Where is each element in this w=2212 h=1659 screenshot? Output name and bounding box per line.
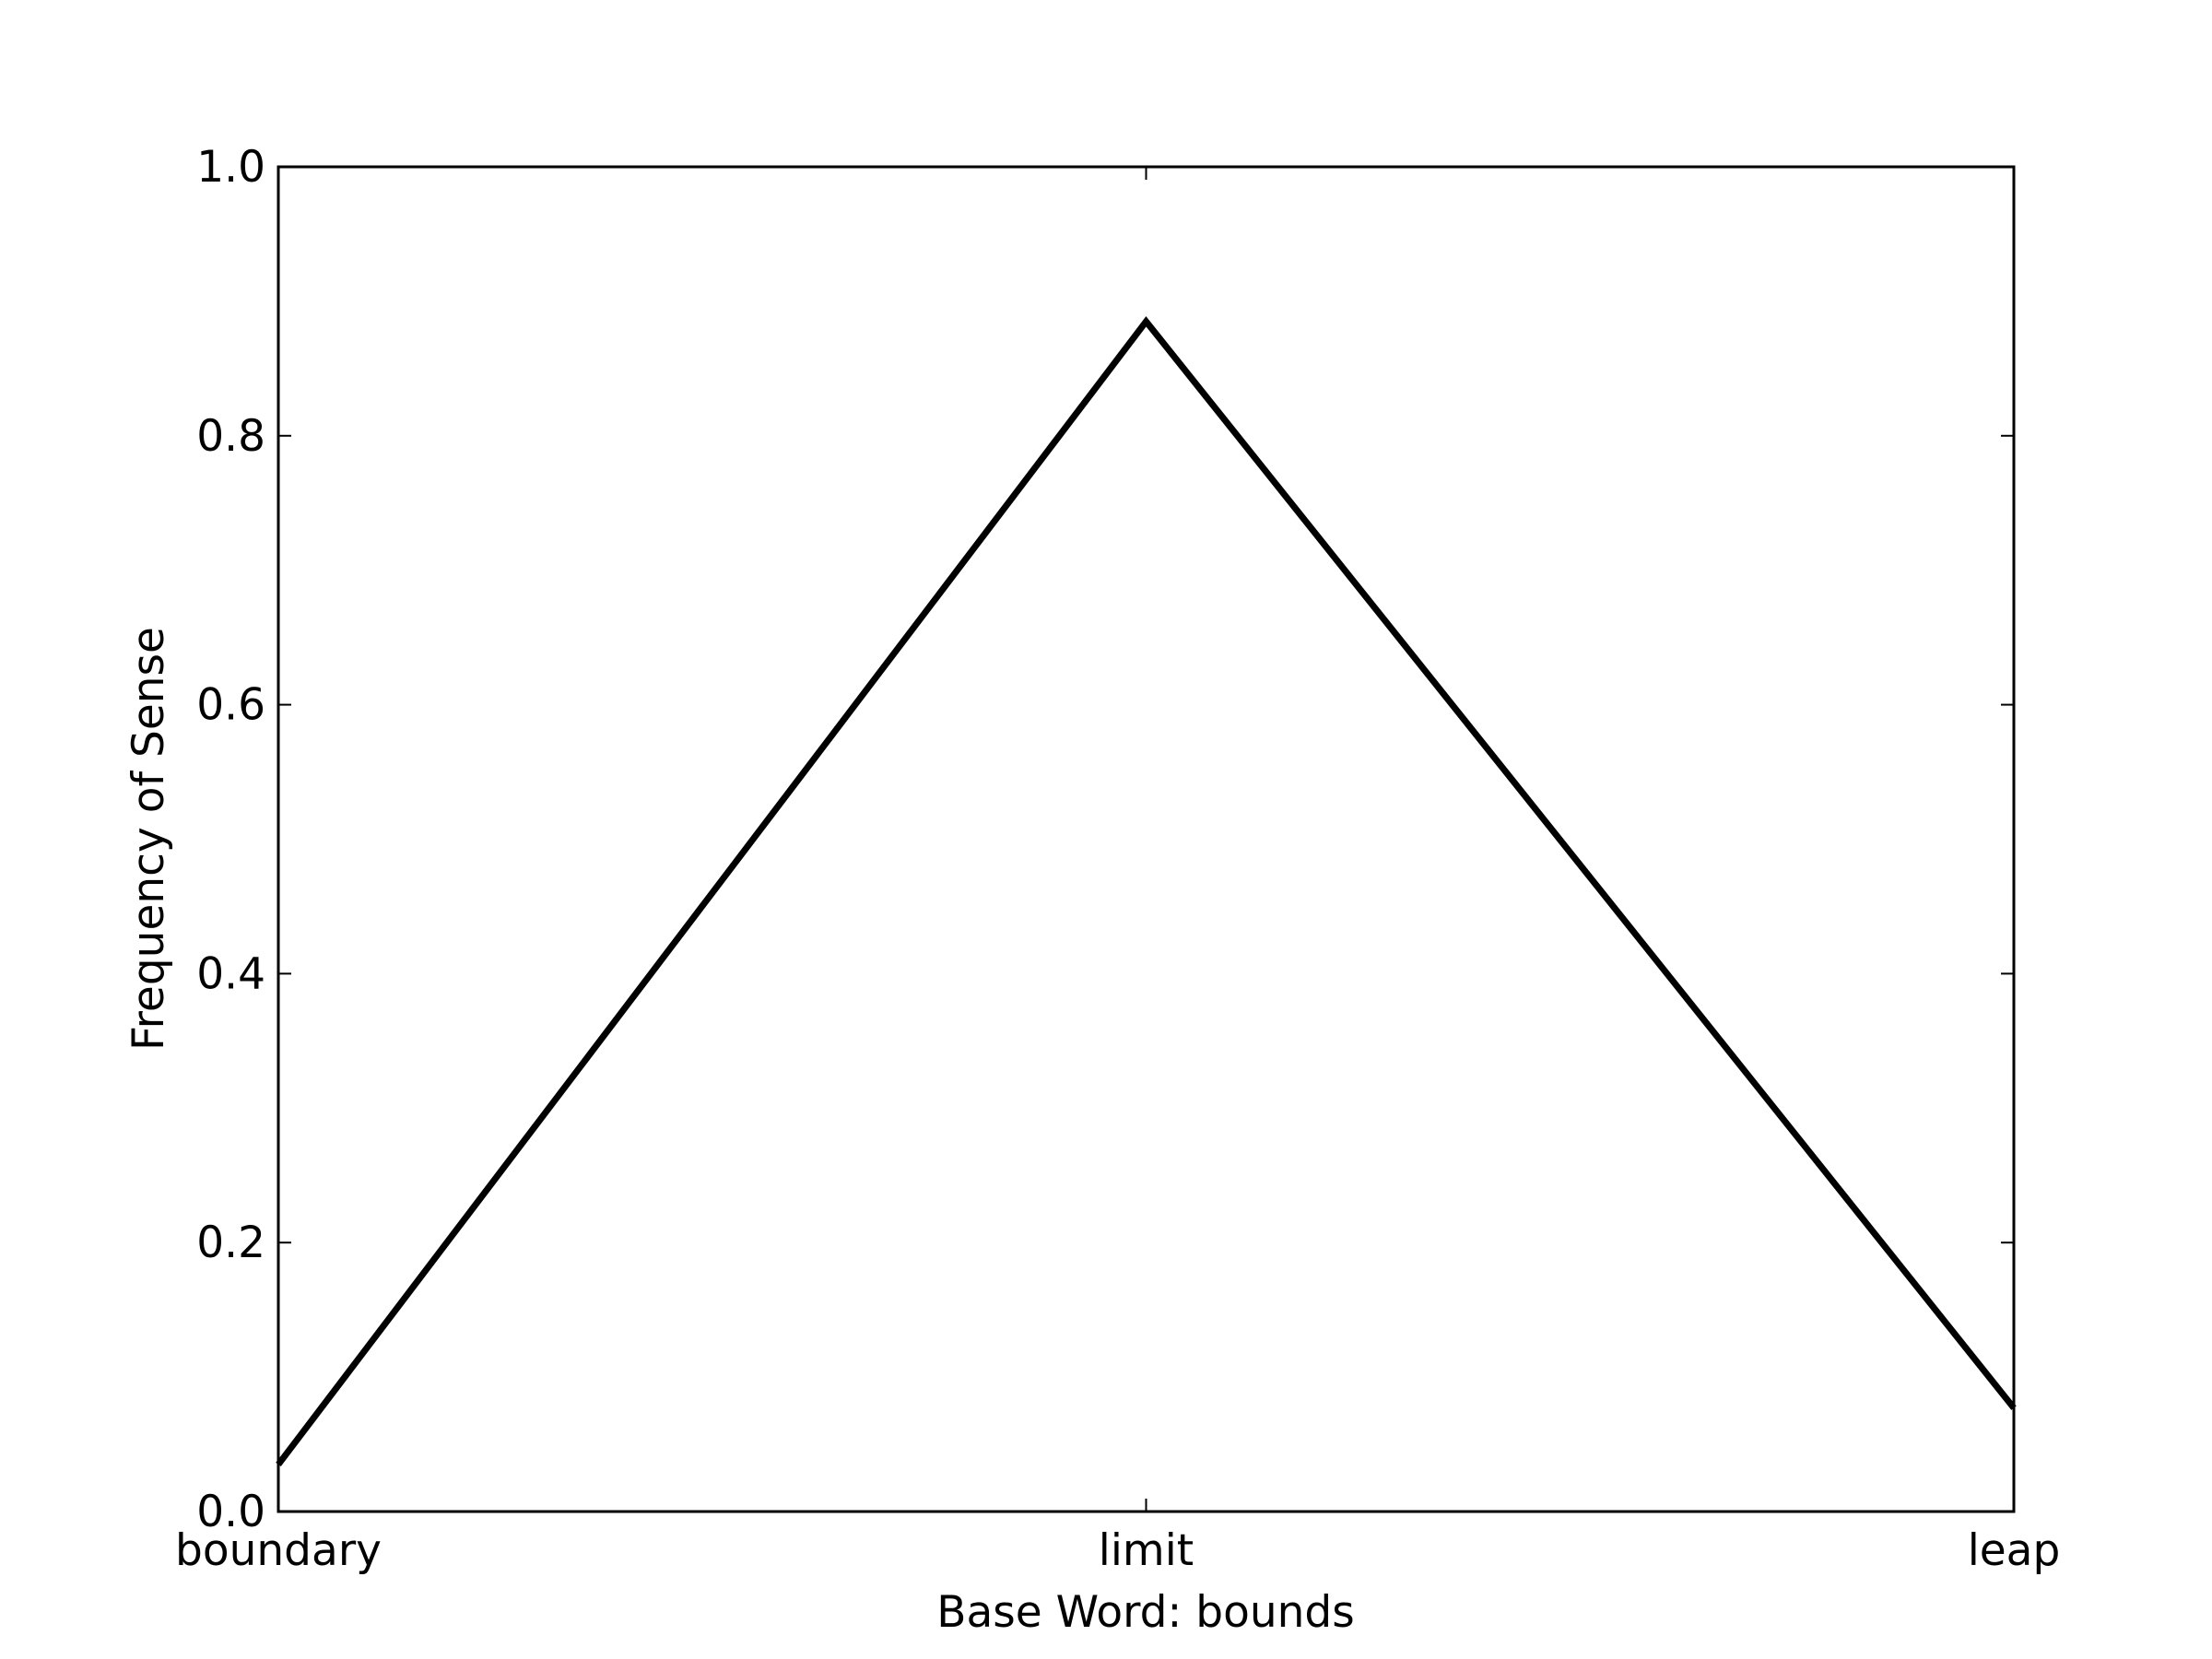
y-tick-label: 0.2 bbox=[196, 1218, 265, 1268]
y-axis-label: Frequency of Sense bbox=[124, 627, 174, 1051]
y-tick-labels: 0.0 0.2 0.4 0.6 0.8 1.0 bbox=[196, 142, 265, 1537]
y-tick-label: 0.4 bbox=[196, 948, 265, 999]
y-tick-label: 0.6 bbox=[196, 680, 265, 731]
x-tick-labels: boundary limit leap bbox=[175, 1525, 2060, 1576]
series-line-0 bbox=[276, 316, 2017, 1467]
x-tick-label-boundary: boundary bbox=[175, 1525, 382, 1576]
y-tick-label: 0.8 bbox=[196, 411, 265, 462]
x-tick-label-leap: leap bbox=[1968, 1525, 2061, 1576]
y-tick-label: 1.0 bbox=[196, 142, 265, 193]
y-tick-label: 0.0 bbox=[196, 1487, 265, 1537]
plot-area-frame bbox=[276, 165, 2016, 1513]
series-layer bbox=[276, 316, 2017, 1467]
x-tick-label-limit: limit bbox=[1099, 1525, 1194, 1576]
x-axis-label: Base Word: bounds bbox=[936, 1587, 1354, 1638]
